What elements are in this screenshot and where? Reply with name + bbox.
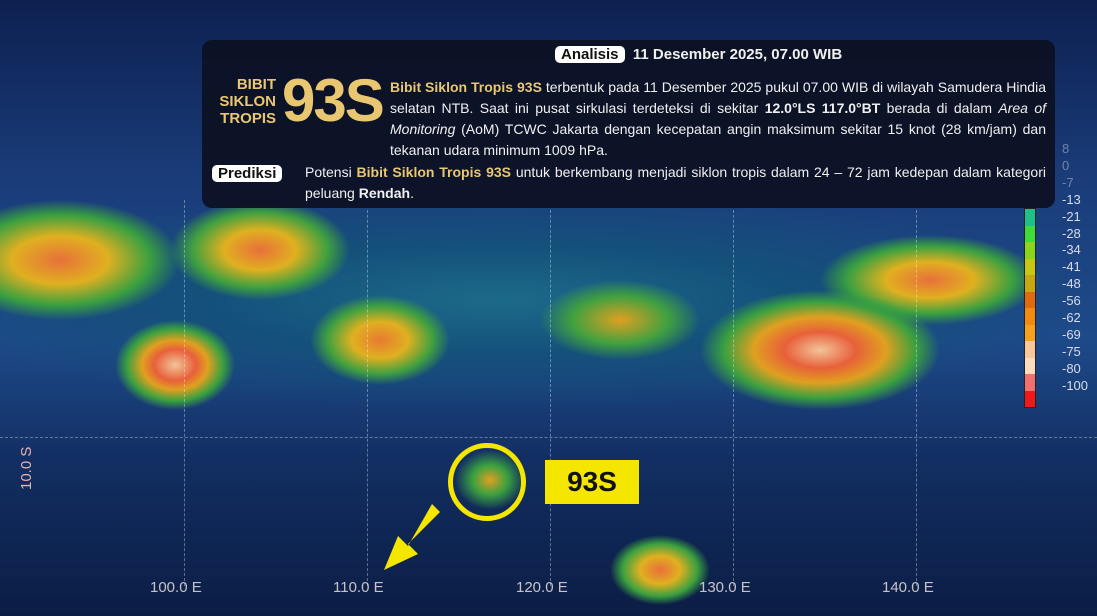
lon-label: 110.0 E <box>333 579 384 596</box>
desc-text: (AoM) TCWC Jakarta dengan kecepatan angi… <box>390 121 1046 158</box>
colorbar-tick: -41 <box>1062 259 1081 275</box>
lon-label: 130.0 E <box>699 579 751 596</box>
longitude-gridline <box>733 200 734 586</box>
title-line: TROPIS <box>220 110 276 127</box>
lon-label: 100.0 E <box>150 579 202 596</box>
longitude-gridline <box>916 200 917 586</box>
colorbar-segment <box>1025 275 1035 292</box>
colorbar-segment <box>1025 242 1035 259</box>
colorbar <box>1024 208 1036 408</box>
longitude-gridline <box>550 200 551 586</box>
colorbar-tick: -48 <box>1062 276 1081 292</box>
colorbar-segment <box>1025 225 1035 242</box>
analysis-time: 11 Desember 2025, 07.00 WIB <box>632 46 843 63</box>
colorbar-segment <box>1025 324 1035 341</box>
desc-bold: Bibit Siklon Tropis 93S <box>390 79 542 95</box>
title-line: SIKLON <box>219 93 276 110</box>
pred-bold: Bibit Siklon Tropis 93S <box>356 164 511 180</box>
pred-text: Potensi <box>305 164 357 180</box>
longitude-gridline <box>184 200 185 586</box>
desc-aom: Area of Monitoring <box>390 100 1046 137</box>
prediction-tag-wrap: Prediksi <box>212 165 283 183</box>
colorbar-tick: -80 <box>1062 360 1081 376</box>
colorbar-tick: -21 <box>1062 208 1081 224</box>
lon-label: 140.0 E <box>882 579 934 596</box>
lat-label: 10.0 S <box>18 446 35 490</box>
pred-text: untuk berkembang menjadi siklon tropis d… <box>305 164 1046 201</box>
system-code: 93S <box>282 67 385 134</box>
colorbar-ticks: 8 0 -7 -13 -21 -28 -34 -41 -48 -56 -62 -69 -75 -80 -10… <box>1062 141 1088 395</box>
arrow-icon <box>384 504 440 570</box>
colorbar-segment <box>1025 341 1035 358</box>
longitude-gridline <box>367 200 368 586</box>
colorbar-segment <box>1025 374 1035 391</box>
colorbar-tick: -34 <box>1062 242 1081 258</box>
colorbar-segment <box>1025 390 1035 407</box>
colorbar-segment <box>1025 291 1035 308</box>
desc-text: berada di dalam <box>880 100 999 116</box>
prediction-tag: Prediksi <box>212 165 283 182</box>
pred-level: Rendah <box>358 185 411 201</box>
title-line: BIBIT <box>236 76 276 93</box>
colorbar-segment <box>1025 209 1035 226</box>
colorbar-segment <box>1025 308 1035 325</box>
colorbar-tick: -28 <box>1062 225 1081 241</box>
desc-text: terbentuk pada 11 Desember 2025 pukul 07… <box>390 79 1046 116</box>
colorbar-tick: -56 <box>1062 293 1081 309</box>
info-panel: Analisis 11 Desember 2025, 07.00 WIB BIB… <box>202 40 1055 208</box>
colorbar-tick: -13 <box>1062 191 1081 207</box>
lon-label: 120.0 E <box>516 579 568 596</box>
analysis-tag: Analisis <box>555 46 625 63</box>
colorbar-tick: -100 <box>1062 377 1089 393</box>
system-circle-marker <box>448 443 526 521</box>
latitude-gridline <box>0 437 1097 438</box>
pred-text: . <box>410 185 414 201</box>
colorbar-tick: 8 <box>1062 141 1070 156</box>
prediction-text: Potensi Bibit Siklon Tropis 93S untuk be… <box>305 162 1046 204</box>
system-label: 93S <box>545 460 639 504</box>
colorbar-tick: -75 <box>1062 343 1081 359</box>
description: Bibit Siklon Tropis 93S terbentuk pada 1… <box>390 77 1046 161</box>
desc-coord: 12.0°LS 117.0°BT <box>764 100 881 116</box>
colorbar-segment <box>1025 357 1035 374</box>
title-label: BIBIT SIKLON TROPIS <box>216 76 276 127</box>
colorbar-tick: 0 <box>1062 157 1070 173</box>
colorbar-tick: -69 <box>1062 326 1081 342</box>
colorbar-tick: -7 <box>1062 174 1074 190</box>
colorbar-segment <box>1025 258 1035 275</box>
analysis-header: Analisis 11 Desember 2025, 07.00 WIB <box>555 46 842 63</box>
colorbar-tick: -62 <box>1062 310 1081 326</box>
